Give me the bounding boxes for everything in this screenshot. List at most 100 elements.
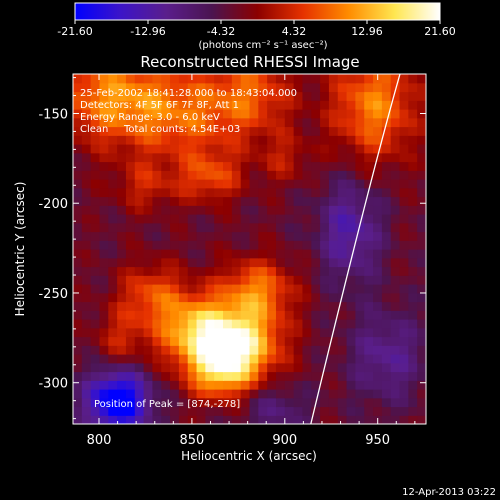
- heatmap-cell: [125, 345, 136, 355]
- heatmap-cell: [417, 301, 426, 311]
- heatmap-cell: [81, 275, 92, 285]
- heatmap-cell: [328, 170, 339, 180]
- heatmap-cell: [196, 161, 206, 171]
- heatmap-cell: [81, 362, 92, 373]
- heatmap-cell: [320, 249, 330, 259]
- heatmap-cell: [152, 74, 162, 84]
- heatmap-cell: [178, 205, 189, 215]
- heatmap-cell: [267, 214, 277, 224]
- heatmap-cell: [223, 135, 233, 145]
- heatmap-cell: [373, 179, 383, 189]
- heatmap-cell: [399, 222, 409, 233]
- heatmap-cell: [125, 161, 136, 171]
- heatmap-cell: [90, 135, 101, 145]
- heatmap-cell: [161, 354, 171, 364]
- heatmap-cell: [249, 397, 259, 408]
- heatmap-cell: [399, 249, 409, 259]
- heatmap-cell: [108, 187, 118, 198]
- y-tick-label: -150: [38, 107, 68, 122]
- heatmap-cell: [108, 249, 118, 259]
- heatmap-cell: [390, 91, 401, 101]
- heatmap-cell: [170, 109, 180, 119]
- heatmap-cell: [117, 222, 127, 233]
- heatmap-cell: [223, 179, 233, 189]
- heatmap-cell: [381, 170, 392, 180]
- heatmap-cell: [161, 196, 171, 206]
- heatmap-cell: [90, 415, 101, 424]
- heatmap-cell: [178, 187, 189, 198]
- heatmap-cell: [214, 196, 224, 206]
- heatmap-cell: [125, 362, 136, 373]
- heatmap-cell: [205, 345, 215, 355]
- heatmap-cell: [408, 257, 418, 268]
- heatmap-cell: [161, 179, 171, 189]
- heatmap-cell: [117, 205, 127, 215]
- heatmap-cell: [381, 74, 392, 84]
- heatmap-cell: [311, 135, 321, 145]
- heatmap-cell: [117, 362, 127, 373]
- heatmap-cell: [125, 100, 136, 110]
- heatmap-cell: [178, 354, 189, 364]
- timestamp: 12-Apr-2013 03:22: [402, 487, 496, 498]
- heatmap-cell: [143, 301, 154, 311]
- heatmap-cell: [196, 257, 206, 268]
- heatmap-cell: [117, 415, 127, 424]
- heatmap-cell: [284, 205, 295, 215]
- heatmap-cell: [99, 284, 109, 294]
- heatmap-cell: [152, 187, 162, 198]
- heatmap-cell: [381, 319, 392, 329]
- heatmap-cell: [337, 100, 348, 110]
- heatmap-cell: [381, 362, 392, 373]
- heatmap-cell: [373, 187, 383, 198]
- heatmap-cell: [134, 196, 145, 206]
- heatmap-cell: [81, 406, 92, 416]
- heatmap-cell: [390, 214, 401, 224]
- heatmap-cell: [134, 371, 145, 381]
- heatmap-cell: [302, 205, 312, 215]
- heatmap-cell: [223, 231, 233, 241]
- heatmap-cell: [231, 380, 242, 390]
- heatmap-cell: [90, 336, 101, 346]
- heatmap-cell: [355, 362, 365, 373]
- heatmap-cell: [178, 415, 189, 424]
- heatmap-cell: [205, 389, 215, 399]
- heatmap-cell: [328, 135, 339, 145]
- chart-title: Reconstructed RHESSI Image: [140, 53, 359, 71]
- heatmap-cell: [267, 109, 277, 119]
- heatmap-cell: [125, 371, 136, 381]
- heatmap-cell: [108, 144, 118, 154]
- heatmap-cell: [170, 74, 180, 84]
- heatmap-cell: [337, 205, 348, 215]
- heatmap-cell: [143, 397, 154, 408]
- heatmap-cell: [196, 292, 206, 303]
- heatmap-cell: [408, 91, 418, 101]
- heatmap-cell: [240, 240, 251, 250]
- heatmap-cell: [214, 179, 224, 189]
- heatmap-cell: [408, 152, 418, 163]
- heatmap-cell: [178, 91, 189, 101]
- heatmap-cell: [152, 249, 162, 259]
- heatmap-cell: [125, 275, 136, 285]
- heatmap-cell: [417, 249, 426, 259]
- heatmap-cell: [408, 397, 418, 408]
- heatmap-cell: [117, 389, 127, 399]
- heatmap-cell: [320, 301, 330, 311]
- heatmap-cell: [152, 345, 162, 355]
- heatmap-cell: [99, 91, 109, 101]
- heatmap-cell: [125, 74, 136, 84]
- heatmap-cell: [170, 415, 180, 424]
- heatmap-cell: [320, 240, 330, 250]
- heatmap-cell: [311, 415, 321, 424]
- colorbar-tick-label: -12.96: [130, 25, 165, 38]
- heatmap-cell: [249, 179, 259, 189]
- heatmap-cell: [284, 82, 295, 93]
- heatmap-cell: [240, 144, 251, 154]
- heatmap-cell: [355, 222, 365, 233]
- heatmap-cell: [240, 284, 251, 294]
- heatmap-cell: [284, 406, 295, 416]
- heatmap-cell: [205, 327, 215, 338]
- heatmap-cell: [320, 91, 330, 101]
- heatmap-cell: [152, 100, 162, 110]
- heatmap-cell: [302, 266, 312, 276]
- heatmap-cell: [381, 301, 392, 311]
